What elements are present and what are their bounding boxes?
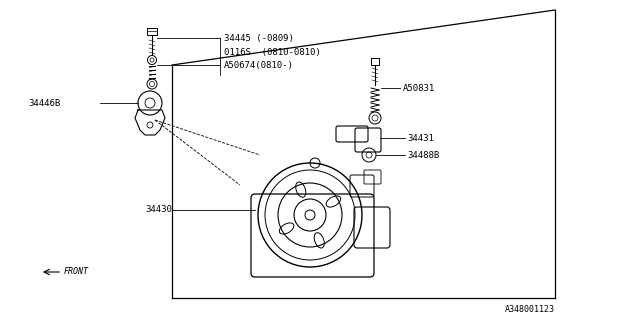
Text: 34446B: 34446B — [28, 99, 60, 108]
Text: 0116S  (0810-0810): 0116S (0810-0810) — [224, 47, 321, 57]
Text: FRONT: FRONT — [64, 268, 89, 276]
Text: 34430: 34430 — [145, 205, 172, 214]
Text: 34445 (-0809): 34445 (-0809) — [224, 34, 294, 43]
Text: A50674(0810-): A50674(0810-) — [224, 60, 294, 69]
Text: A50831: A50831 — [403, 84, 435, 92]
Text: 34431: 34431 — [407, 133, 434, 142]
Text: A348001123: A348001123 — [505, 306, 555, 315]
Text: 34488B: 34488B — [407, 150, 439, 159]
